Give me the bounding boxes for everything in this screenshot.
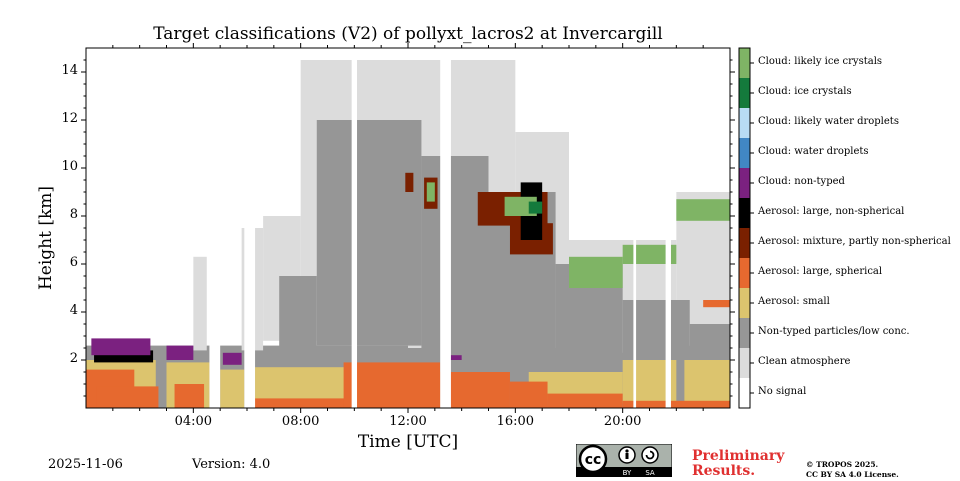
legend-swatch-2 [739, 318, 750, 348]
no-signal-gap-0 [209, 48, 221, 408]
y-tick-label-0: 2 [69, 351, 78, 366]
y-tick-label-1: 4 [69, 303, 78, 318]
class-region-18 [220, 369, 245, 408]
class-region-46 [569, 256, 623, 288]
legend-label-4: Aerosol: large, spherical [758, 266, 883, 277]
class-region-29 [509, 381, 548, 408]
class-region-28 [440, 372, 510, 408]
copyright-notice: © TROPOS 2025. CC BY SA 4.0 License. [806, 460, 956, 480]
class-region-45 [528, 201, 543, 214]
x-tick-label-0: 04:00 [174, 414, 213, 429]
legend-swatch-10 [739, 78, 750, 108]
x-tick-label-2: 12:00 [389, 414, 427, 429]
legend-swatch-11 [739, 48, 750, 78]
version-label: Version: 4.0 [192, 457, 271, 472]
class-region-31 [622, 400, 730, 408]
legend-swatch-0 [739, 378, 750, 408]
cc-by-sa-icon: cc BY SA [575, 443, 673, 478]
sa-text: SA [645, 469, 655, 477]
no-signal-gap-1 [244, 48, 256, 408]
legend-label-7: Cloud: non-typed [758, 176, 845, 187]
class-region-35 [166, 345, 194, 360]
cc-badge-text: cc [585, 452, 602, 468]
legend-label-1: Clean atmosphere [758, 356, 851, 367]
legend-label-11: Cloud: likely ice crystals [758, 56, 883, 67]
class-region-1 [193, 256, 207, 351]
class-region-30 [547, 393, 623, 408]
legend-swatch-1 [739, 348, 750, 378]
x-tick-label-3: 16:00 [496, 414, 535, 429]
legend-label-9: Cloud: likely water droplets [758, 116, 899, 127]
class-region-37 [445, 355, 462, 360]
copyright-line-1: © TROPOS 2025. [806, 460, 879, 469]
legend-swatch-9 [739, 108, 750, 138]
chart-title: Target classifications (V2) of pollyxt_l… [153, 24, 663, 44]
y-axis-label: Height [km] [36, 185, 56, 291]
class-region-14 [622, 300, 690, 360]
class-region-36 [222, 352, 242, 365]
class-region-9 [279, 276, 317, 351]
y-tick-label-4: 10 [61, 159, 78, 174]
legend-label-8: Cloud: water droplets [758, 146, 869, 157]
class-region-32 [703, 300, 730, 308]
date-label: 2025-11-06 [48, 457, 123, 472]
legend-swatch-8 [739, 138, 750, 168]
x-tick-label-4: 20:00 [603, 414, 642, 429]
legend-colorbar-frame [738, 47, 751, 409]
no-signal-gap-5 [665, 48, 671, 408]
class-region-10 [316, 120, 422, 346]
legend-swatch-4 [739, 258, 750, 288]
class-region-15 [689, 324, 730, 356]
no-signal-gap-4 [633, 48, 637, 408]
class-region-43 [426, 182, 435, 202]
class-region-34 [91, 338, 151, 356]
legend-label-3: Aerosol: small [758, 296, 830, 307]
class-region-24 [96, 386, 159, 408]
class-region-25 [174, 384, 205, 408]
legend-swatch-3 [739, 288, 750, 318]
y-tick-label-5: 12 [61, 111, 78, 126]
legend-label-10: Cloud: ice crystals [758, 86, 852, 97]
no-signal-gap-2 [351, 48, 358, 408]
y-tick-label-6: 14 [61, 63, 78, 78]
legend-swatch-5 [739, 228, 750, 258]
legend-label-6: Aerosol: large, non-spherical [758, 206, 905, 217]
cc-license-badge: cc BY SA [575, 443, 673, 478]
y-tick-label-2: 6 [69, 255, 78, 270]
legend-label-0: No signal [758, 386, 807, 397]
class-region-48 [676, 199, 730, 221]
y-tick-label-3: 8 [69, 207, 78, 222]
legend-swatch-7 [739, 168, 750, 198]
class-region-22 [684, 360, 730, 404]
legend-label-2: Non-typed particles/low conc. [758, 326, 910, 337]
x-axis-label: Time [UTC] [357, 432, 459, 452]
class-region-26 [255, 398, 349, 408]
by-text: BY [623, 469, 632, 477]
legend-label-5: Aerosol: mixture, partly non-spherical [758, 236, 951, 247]
copyright-line-2: CC BY SA 4.0 License. [806, 470, 899, 479]
no-signal-gap-3 [440, 48, 451, 408]
preliminary-results-note: Preliminary Results. [692, 448, 785, 479]
class-region-27 [343, 362, 441, 408]
legend-swatch-6 [739, 198, 750, 228]
class-region-38 [405, 172, 414, 192]
x-tick-label-1: 08:00 [281, 414, 320, 429]
